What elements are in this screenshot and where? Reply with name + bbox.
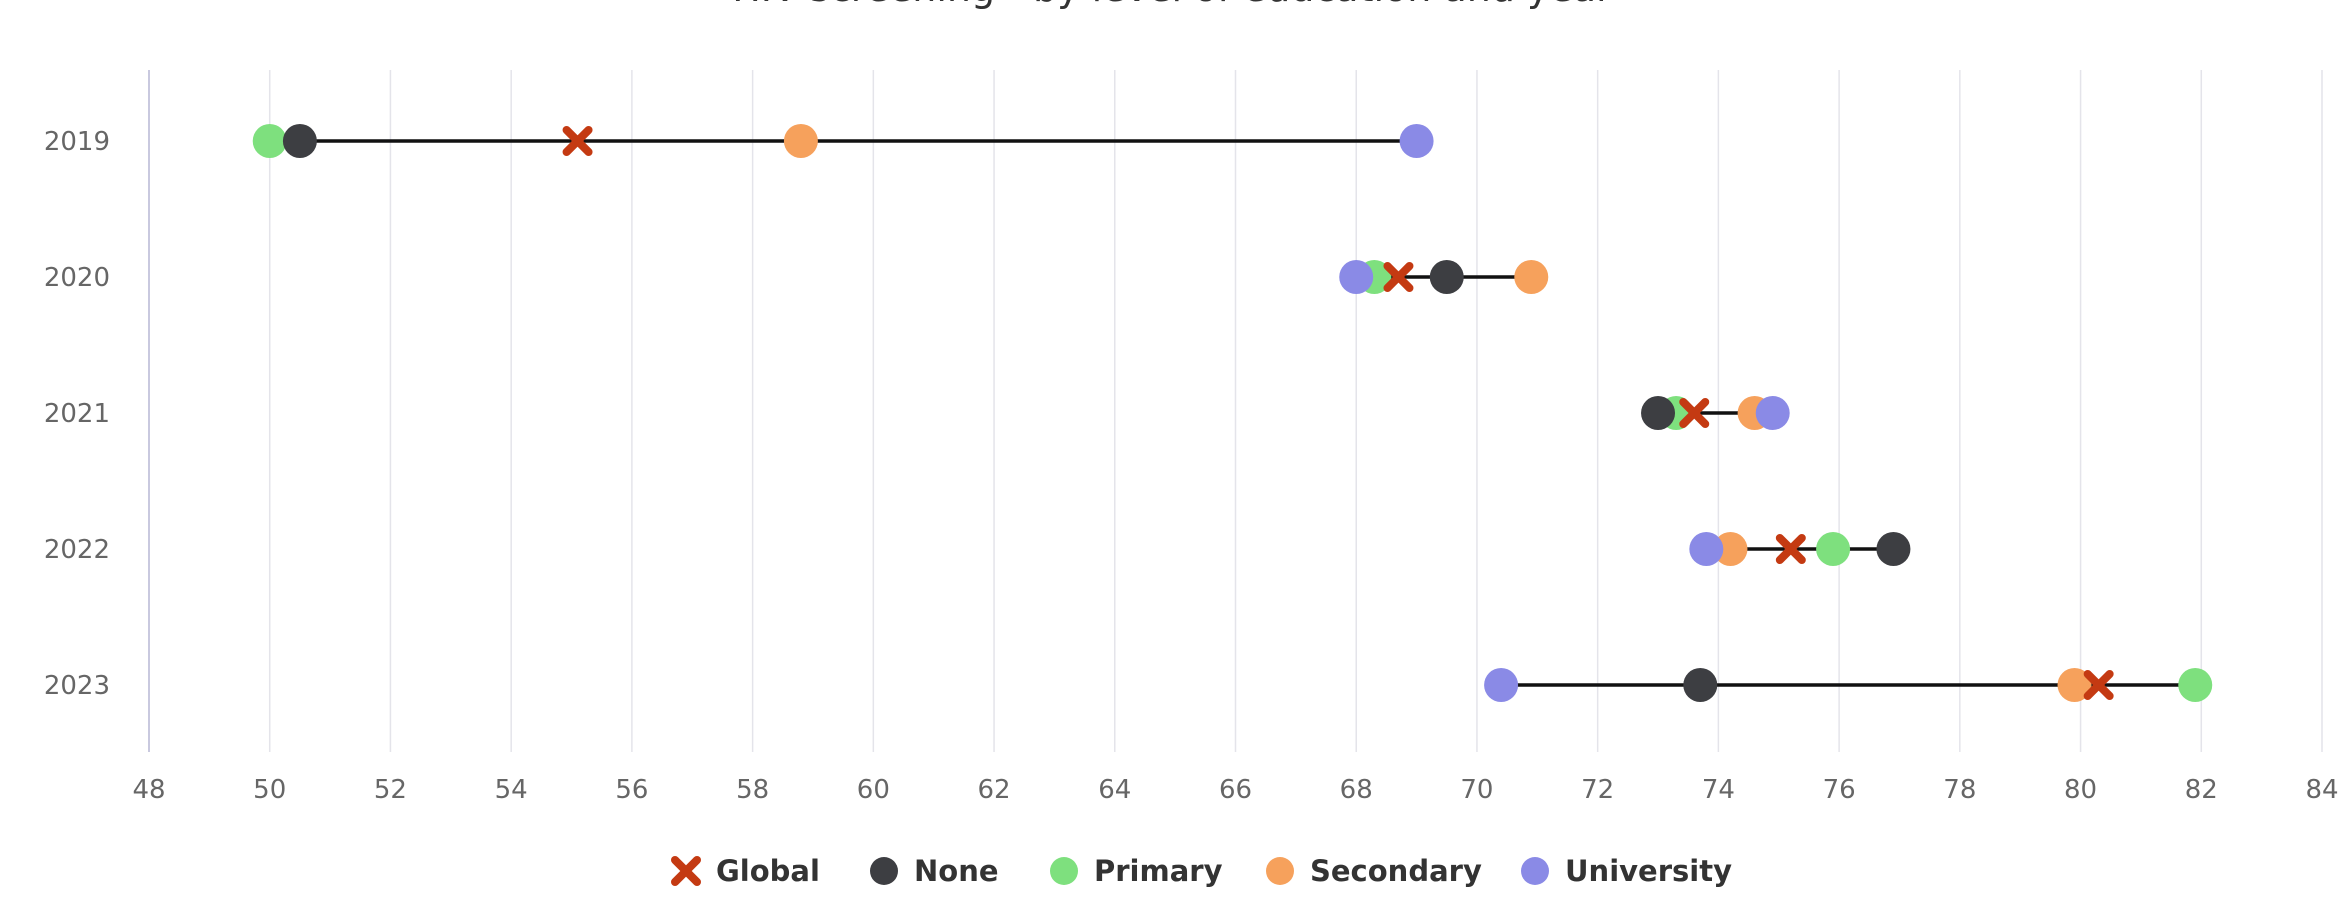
university-point-2022[interactable]: [1689, 532, 1724, 566]
secondary-point-2020[interactable]: [1514, 260, 1549, 294]
global-point-2020[interactable]: [1383, 262, 1414, 292]
legend-item-global[interactable]: Global: [671, 854, 820, 888]
x-tick-label: 84: [2305, 775, 2338, 805]
none-point-2020[interactable]: [1429, 260, 1464, 294]
x-tick-label: 58: [736, 775, 769, 805]
x-tick-label: 54: [495, 775, 528, 805]
x-tick-label: 60: [857, 775, 890, 805]
x-tick-label: 80: [2064, 775, 2097, 805]
none-point-2021[interactable]: [1641, 396, 1676, 430]
global-point-2019[interactable]: [562, 126, 593, 156]
legend-label-primary: Primary: [1094, 854, 1223, 888]
x-tick-label: 56: [615, 775, 648, 805]
legend-circle-icon: [1521, 857, 1549, 885]
y-tick-label-2019: 2019: [44, 127, 110, 157]
legend[interactable]: Global None Primary Secondary University: [671, 854, 1732, 888]
primary-point-2023[interactable]: [2178, 668, 2213, 702]
x-tick-label: 76: [1823, 775, 1856, 805]
x-tick-label: 70: [1460, 775, 1493, 805]
y-tick-label-2021: 2021: [44, 399, 110, 429]
primary-point-2022[interactable]: [1816, 532, 1851, 566]
primary-point-2019[interactable]: [252, 124, 287, 158]
data-points: [252, 124, 2213, 702]
global-point-2023[interactable]: [2083, 670, 2114, 700]
legend-label-secondary: Secondary: [1310, 854, 1482, 888]
range-lines: [269, 139, 2196, 687]
global-point-2022[interactable]: [1775, 534, 1806, 564]
x-tick-label: 72: [1581, 775, 1614, 805]
y-tick-label-2022: 2022: [44, 535, 110, 565]
x-tick-label: 66: [1219, 775, 1252, 805]
x-tick-label: 52: [374, 775, 407, 805]
legend-item-university[interactable]: University: [1521, 854, 1732, 888]
global-point-2021[interactable]: [1679, 398, 1710, 428]
x-tick-label: 62: [978, 775, 1011, 805]
y-tick-label-2023: 2023: [44, 671, 110, 701]
none-point-2023[interactable]: [1683, 668, 1718, 702]
university-point-2019[interactable]: [1399, 124, 1434, 158]
x-tick-label: 82: [2185, 775, 2218, 805]
x-tick-label: 78: [1943, 775, 1976, 805]
legend-x-icon: [671, 856, 701, 886]
legend-item-none[interactable]: None: [870, 854, 999, 888]
secondary-point-2022[interactable]: [1713, 532, 1748, 566]
legend-label-global: Global: [716, 854, 820, 888]
x-tick-label: 74: [1702, 775, 1735, 805]
x-tick-label: 48: [132, 775, 165, 805]
x-tick-label: 68: [1340, 775, 1373, 805]
x-tick-label: 50: [253, 775, 286, 805]
legend-label-university: University: [1565, 854, 1732, 888]
x-axis-ticks: 48 50 52 54 56 58 60 62 64 66 68 70 72 74 76 78 80 82 84: [132, 775, 2338, 805]
legend-item-primary[interactable]: Primary: [1050, 854, 1223, 888]
none-point-2022[interactable]: [1876, 532, 1911, 566]
legend-circle-icon: [1050, 857, 1078, 885]
university-point-2020[interactable]: [1339, 260, 1374, 294]
chart-title: HIV screening - by level of education an…: [0, 0, 2344, 10]
y-axis-ticks: 2019 2020 2021 2022 2023: [44, 127, 110, 701]
grid-layer: [148, 70, 2323, 752]
university-point-2023[interactable]: [1484, 668, 1519, 702]
none-point-2019[interactable]: [282, 124, 317, 158]
legend-circle-icon: [870, 857, 898, 885]
university-point-2021[interactable]: [1755, 396, 1790, 430]
legend-label-none: None: [914, 854, 999, 888]
secondary-point-2023[interactable]: [2057, 668, 2092, 702]
y-tick-label-2020: 2020: [44, 263, 110, 293]
legend-item-secondary[interactable]: Secondary: [1266, 854, 1482, 888]
secondary-point-2019[interactable]: [783, 124, 818, 158]
x-tick-label: 64: [1098, 775, 1131, 805]
legend-circle-icon: [1266, 857, 1294, 885]
